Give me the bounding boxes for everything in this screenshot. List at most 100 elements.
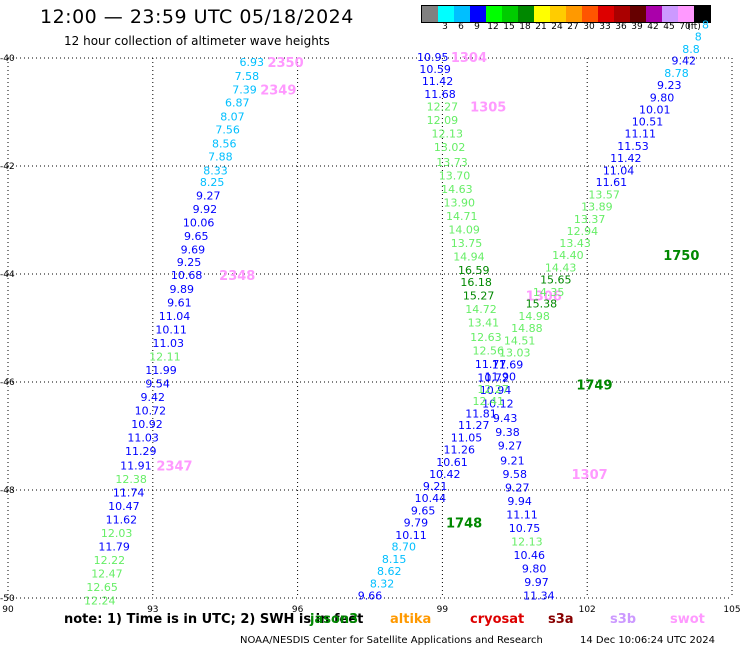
swh-value: 10.06	[183, 217, 215, 230]
page-title: 12:00 — 23:59 UTC 05/18/2024	[40, 6, 354, 28]
pass-time-label: 1305	[470, 101, 506, 116]
swh-value: 8.33	[203, 164, 228, 177]
swh-value: 8.56	[212, 137, 237, 150]
colorbar-tick-label: 45	[663, 22, 675, 32]
swh-value: 10.94	[480, 384, 512, 397]
swh-value: 11.79	[98, 541, 130, 554]
swh-value: 13.70	[439, 170, 471, 183]
colorbar-swatch	[502, 6, 518, 22]
swh-value: 13.37	[574, 213, 606, 226]
swh-value: 11.04	[159, 310, 191, 323]
swh-value: 9.79	[404, 516, 429, 529]
swh-value: 12.13	[431, 128, 463, 141]
swh-value: 9.23	[657, 79, 682, 92]
swh-value: 11.04	[603, 164, 635, 177]
swh-value: 11.03	[127, 432, 159, 445]
swh-value: 9.54	[145, 378, 170, 391]
swh-value: 11.05	[451, 432, 483, 445]
swh-value: 9.27	[196, 190, 221, 203]
swh-value: 9.97	[524, 576, 549, 589]
lat-tick-label: -50	[0, 594, 15, 604]
swh-value: 7.58	[235, 70, 260, 83]
swh-value: 11.34	[523, 589, 555, 602]
swh-value: 7.56	[215, 123, 240, 136]
swh-value: 9.80	[650, 91, 675, 104]
swh-value: 12.63	[470, 331, 502, 344]
swh-value: 14.94	[453, 251, 485, 264]
swh-value: 12.56	[473, 345, 505, 358]
pass-time-label: 1750	[663, 249, 699, 264]
pass-time-label: 1304	[451, 51, 487, 66]
lon-tick-label: 99	[437, 605, 449, 615]
lat-tick-label: -48	[0, 486, 15, 496]
colorbar-swatch	[678, 6, 694, 22]
swh-value: 14.40	[552, 249, 584, 262]
colorbar-tick-label: 12	[487, 22, 499, 32]
swh-value: 10.11	[155, 324, 187, 337]
swh-value: 13.75	[451, 237, 483, 250]
swh-value: 14.63	[441, 183, 473, 196]
units-note: note: 1) Time is in UTC; 2) SWH is in fe…	[64, 612, 364, 627]
lat-tick-label: -40	[0, 54, 15, 64]
swh-value: 8.78	[664, 67, 689, 80]
swh-value: 13.43	[559, 237, 591, 250]
swh-value: 14.09	[448, 224, 480, 237]
swh-value: 8.8	[682, 43, 700, 56]
swh-value: 8.15	[382, 553, 407, 566]
pass-time-label: 2347	[156, 460, 192, 475]
swh-value: 11.91	[120, 460, 152, 473]
wave-height-colorbar	[421, 5, 711, 23]
swh-value: 11.81	[465, 407, 497, 420]
swh-value: 13.57	[588, 189, 620, 202]
swh-value: 16.59	[458, 264, 490, 277]
swh-value: 8.07	[220, 110, 245, 123]
swh-value: 10.61	[436, 456, 468, 469]
colorbar-tick-label: 30	[583, 22, 595, 32]
swh-value: 9.21	[500, 454, 525, 467]
swh-value: 11.11	[506, 508, 538, 521]
swh-value: 9.89	[170, 283, 195, 296]
swh-value: 9.27	[498, 440, 523, 453]
swh-value: 12.65	[86, 581, 118, 594]
satellite-legend-item: s3b	[610, 612, 637, 627]
colorbar-swatch	[582, 6, 598, 22]
swh-value: 9.25	[177, 256, 202, 269]
colorbar-tick-label: 6	[458, 22, 464, 32]
swh-value: 11.03	[152, 337, 184, 350]
colorbar-swatch	[614, 6, 630, 22]
swh-value: 12.94	[567, 225, 599, 238]
swh-value: 9.66	[358, 589, 383, 602]
colorbar-swatch	[518, 6, 534, 22]
colorbar-swatch	[470, 6, 486, 22]
swh-value: 11.11	[625, 128, 657, 141]
colorbar-swatch	[694, 6, 710, 22]
swh-value: 14.88	[511, 322, 543, 335]
swh-value: 9.27	[505, 481, 530, 494]
swh-value: 11.53	[617, 140, 649, 153]
swh-value: 13.41	[468, 317, 500, 330]
swh-value: 13.90	[444, 197, 476, 210]
colorbar-tick-label: 15	[503, 22, 515, 32]
swh-value: 11.68	[424, 88, 456, 101]
swh-value: 8	[702, 19, 709, 32]
satellite-legend-item: cryosat	[470, 612, 525, 627]
swh-value: 9.38	[495, 426, 520, 439]
swh-value: 13.73	[436, 156, 468, 169]
swh-value: 6.93	[239, 56, 264, 69]
swh-value: 13.89	[581, 201, 613, 214]
swh-value: 7.39	[232, 83, 257, 96]
swh-value: 12.41	[473, 395, 505, 408]
colorbar-tick-label: 27	[567, 22, 579, 32]
pass-time-label: 2348	[219, 269, 255, 284]
lon-tick-label: 96	[292, 605, 304, 615]
swh-value: 10.72	[477, 372, 509, 385]
satellite-legend-item: s3a	[548, 612, 574, 627]
colorbar-swatch	[662, 6, 678, 22]
swh-value: 10.44	[415, 492, 447, 505]
swh-value: 11.61	[596, 176, 628, 189]
colorbar-tick-label: 42	[647, 22, 659, 32]
colorbar-swatch	[630, 6, 646, 22]
swh-value: 12.38	[115, 473, 147, 486]
